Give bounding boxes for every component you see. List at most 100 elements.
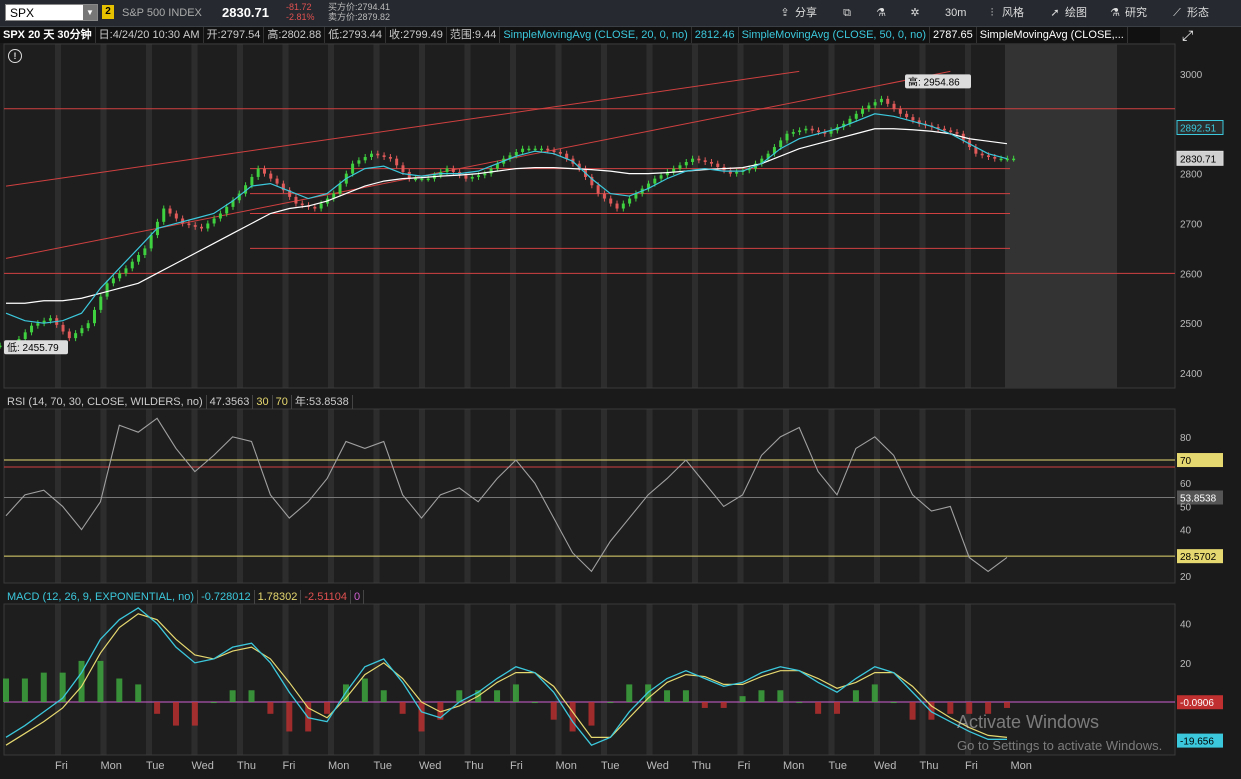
rsi-oversold: 30 — [253, 395, 273, 409]
settings-button[interactable]: ✲ — [908, 4, 925, 22]
candle-body — [810, 128, 814, 131]
cursor-icon: ➚ — [1050, 7, 1060, 19]
candle-body — [74, 333, 78, 339]
rsi-tag-label: 70 — [1180, 456, 1192, 467]
price-info-bar: SPX 20 天 30分钟 日:4/24/20 10:30 AM 开:2797.54… — [0, 27, 1160, 43]
candle-body — [137, 255, 141, 262]
candle-body — [23, 332, 27, 339]
candle-body — [250, 176, 254, 186]
candle-body — [514, 152, 518, 156]
x-tick-label: Fri — [55, 760, 68, 772]
high-label-box — [905, 74, 971, 89]
macd-histogram-bar — [494, 690, 501, 703]
macd-histogram-bar — [229, 690, 236, 703]
candle-body — [892, 103, 896, 109]
bar-date: 日:4/24/20 10:30 AM — [96, 27, 204, 43]
chart-title: SPX 20 天 30分钟 — [0, 27, 96, 43]
price-tick-label: 2800 — [1180, 170, 1203, 181]
candle-body — [262, 168, 266, 174]
candle-body — [949, 130, 953, 133]
candle-body — [772, 147, 776, 154]
candle-body — [426, 178, 430, 181]
session-stripe — [100, 604, 107, 755]
x-axis-bg — [0, 757, 1241, 779]
candle-body — [873, 102, 877, 106]
top-toolbar: SPX ▼ 2 S&P 500 INDEX 2830.71 -81.72 -2.… — [0, 0, 1241, 27]
macd-histogram-bar — [701, 702, 708, 708]
x-tick-label: Mon — [783, 760, 804, 772]
session-stripe — [191, 604, 198, 755]
symbol-input[interactable]: SPX ▼ — [5, 4, 98, 21]
session-stripe — [464, 604, 471, 755]
session-stripe — [328, 409, 334, 583]
candle-body — [735, 171, 739, 174]
study-button[interactable]: ⚗ 研究 — [1108, 4, 1147, 22]
rsi-label[interactable]: RSI (14, 70, 30, CLOSE, WILDERS, no) — [4, 395, 207, 409]
link-badge[interactable]: 2 — [102, 5, 114, 19]
pattern-button[interactable]: ⟋ 形态 — [1170, 4, 1209, 22]
candle-body — [338, 183, 342, 194]
x-tick-label: Mon — [328, 760, 349, 772]
sma-other-label[interactable]: SimpleMovingAvg (CLOSE,... — [977, 27, 1128, 43]
candle-body — [281, 183, 285, 191]
sma20-label[interactable]: SimpleMovingAvg (CLOSE, 20, 0, no) — [500, 27, 692, 43]
session-stripe — [646, 604, 653, 755]
candle-body — [275, 178, 279, 184]
macd-histogram-bar — [286, 702, 293, 732]
flask-button[interactable]: ⚗ — [874, 4, 891, 22]
expand-icon[interactable]: ⤢ — [1182, 27, 1194, 43]
price-tag-box — [1176, 150, 1224, 166]
price-tick-label: 3000 — [1180, 70, 1203, 81]
x-tick-label: Tue — [374, 760, 393, 772]
symbol-dropdown-icon[interactable]: ▼ — [83, 5, 97, 20]
session-stripe — [146, 409, 152, 583]
draw-button[interactable]: ➚ 绘图 — [1048, 4, 1087, 22]
candle-body — [842, 123, 846, 128]
macd-histogram-bar — [796, 702, 803, 704]
candle-body — [193, 225, 197, 227]
session-stripe — [328, 604, 334, 755]
candle-body — [615, 203, 619, 209]
macd-histogram-bar — [815, 702, 822, 714]
macd-label[interactable]: MACD (12, 26, 9, EXPONENTIAL, no) — [4, 590, 199, 604]
macd-panel-bg — [3, 603, 1176, 756]
candle-body — [395, 158, 399, 166]
x-tick-label: Thu — [237, 760, 256, 772]
session-stripe — [373, 409, 380, 583]
session-stripe — [601, 604, 607, 755]
candle-body — [470, 176, 474, 179]
style-button[interactable]: ⫶ 风格 — [985, 4, 1024, 22]
session-stripe — [601, 409, 607, 583]
candle-body — [294, 196, 298, 204]
sma50-label[interactable]: SimpleMovingAvg (CLOSE, 50, 0, no) — [739, 27, 931, 43]
x-tick-label: Tue — [829, 760, 848, 772]
timeframe-button[interactable]: 30m — [945, 7, 967, 19]
rsi-tick-label: 20 — [1180, 572, 1192, 583]
x-tick-label: Wed — [874, 760, 896, 772]
candle-body — [508, 155, 512, 159]
detach-button[interactable]: ⧉ — [840, 4, 857, 22]
candle-body — [697, 158, 701, 161]
candle-body — [905, 113, 909, 118]
macd-histogram-bar — [928, 702, 935, 720]
share-button[interactable]: ⇪ 分享 — [778, 4, 817, 22]
rsi-value: 47.3563 — [207, 395, 254, 409]
price-tick-label: 2400 — [1180, 369, 1203, 380]
candle-body — [823, 132, 827, 134]
macd-tick-label: 20 — [1180, 659, 1192, 670]
macd-histogram-bar — [135, 684, 142, 703]
macd-diff: -2.51104 — [301, 590, 351, 604]
candle-body — [181, 218, 185, 224]
x-tick-label: Mon — [101, 760, 122, 772]
macd-value: -0.728012 — [198, 590, 255, 604]
macd-zero: 0 — [351, 590, 365, 604]
session-stripe — [146, 604, 152, 755]
macd-line — [5, 607, 1007, 746]
macd-avg: 1.78302 — [255, 590, 302, 604]
candle-body — [647, 183, 651, 189]
candle-body — [766, 153, 770, 159]
candle-body — [363, 157, 367, 161]
alert-icon[interactable]: ! — [8, 49, 22, 63]
macd-title: MACD (12, 26, 9, EXPONENTIAL, no) -0.7280… — [4, 590, 365, 604]
